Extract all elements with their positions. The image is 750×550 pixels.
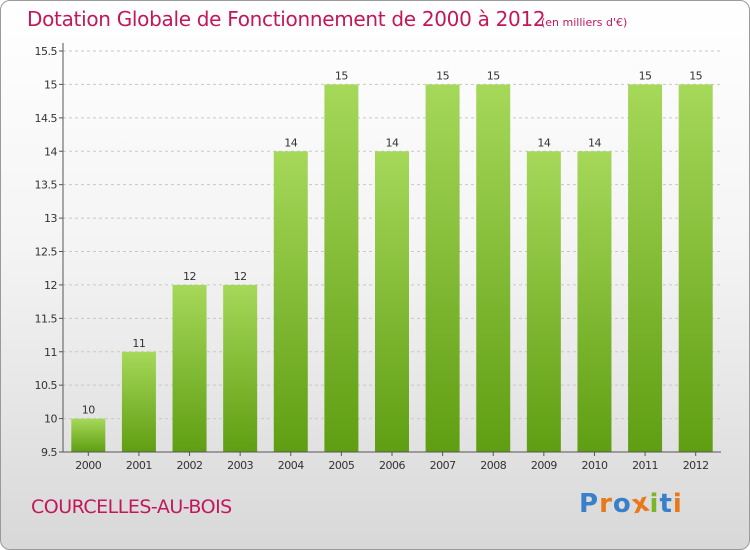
- brand-letter: t: [659, 489, 673, 519]
- y-tick-label: 10.5: [35, 379, 58, 392]
- y-tick-label: 15: [44, 78, 57, 91]
- x-tick-label: 2011: [632, 459, 658, 472]
- bar: [71, 418, 106, 452]
- x-tick-label: 2012: [683, 459, 709, 472]
- data-label: 14: [284, 136, 297, 149]
- x-tick-label: 2001: [126, 459, 152, 472]
- y-tick-label: 14.5: [35, 112, 58, 125]
- commune-name: COURCELLES-AU-BOIS: [31, 496, 232, 518]
- brand-letter: i: [649, 489, 660, 519]
- bar: [172, 284, 207, 452]
- bar: [273, 151, 308, 452]
- x-tick-label: 2010: [581, 459, 607, 472]
- bar: [121, 351, 156, 452]
- y-tick-label: 9.5: [41, 446, 57, 459]
- data-label: 12: [183, 270, 196, 283]
- x-tick-label: 2004: [278, 459, 304, 472]
- data-label: 15: [639, 69, 652, 82]
- x-tick-label: 2000: [75, 459, 101, 472]
- axes: [59, 43, 721, 456]
- bar: [628, 84, 663, 453]
- x-tick-label: 2002: [177, 459, 203, 472]
- x-tick-label: 2008: [480, 459, 506, 472]
- data-label: 15: [689, 69, 702, 82]
- x-tick-label: 2003: [227, 459, 253, 472]
- data-label: 15: [436, 69, 449, 82]
- x-tick-label: 2007: [430, 459, 456, 472]
- y-tick-label: 13: [44, 212, 57, 225]
- labels: 9.5 10 10.5 11 11.5 12 12.5 13 13.5 14 14.5 15 15.5 1…: [35, 45, 710, 472]
- bar: [678, 84, 713, 453]
- data-label: 12: [234, 270, 247, 283]
- data-label: 15: [335, 69, 348, 82]
- brand-letter: i: [672, 489, 683, 519]
- data-label: 10: [82, 404, 95, 417]
- data-label: 14: [386, 136, 399, 149]
- bar: [425, 84, 460, 453]
- brand-logo: Proxiti: [579, 487, 683, 520]
- data-label: 11: [132, 337, 145, 350]
- chart-title: Dotation Globale de Fonctionnement de 20…: [27, 7, 546, 31]
- bar: [476, 84, 511, 453]
- y-tick-label: 11: [44, 346, 57, 359]
- data-label: 14: [537, 136, 550, 149]
- brand-letter: r: [599, 489, 613, 519]
- y-tick-label: 13.5: [35, 179, 58, 192]
- bar: [375, 151, 409, 452]
- data-label: 14: [588, 136, 601, 149]
- y-tick-label: 10: [44, 413, 57, 426]
- y-tick-label: 15.5: [35, 45, 58, 58]
- bar: [526, 151, 561, 452]
- y-tick-label: 14: [44, 145, 57, 158]
- y-tick-label: 12.5: [35, 246, 58, 259]
- x-tick-label: 2009: [531, 459, 557, 472]
- bar: [324, 84, 359, 453]
- bars: [71, 84, 713, 453]
- chart-unit-note: (en milliers d'€): [541, 16, 628, 29]
- bar: [223, 284, 258, 452]
- bar: [577, 151, 612, 452]
- x-tick-label: 2005: [328, 459, 354, 472]
- data-label: 15: [487, 69, 500, 82]
- brand-letter: P: [579, 489, 600, 519]
- x-tick-label: 2006: [379, 459, 405, 472]
- brand-letter: o: [612, 489, 632, 519]
- y-tick-label: 11.5: [35, 312, 58, 325]
- y-tick-label: 12: [44, 279, 57, 292]
